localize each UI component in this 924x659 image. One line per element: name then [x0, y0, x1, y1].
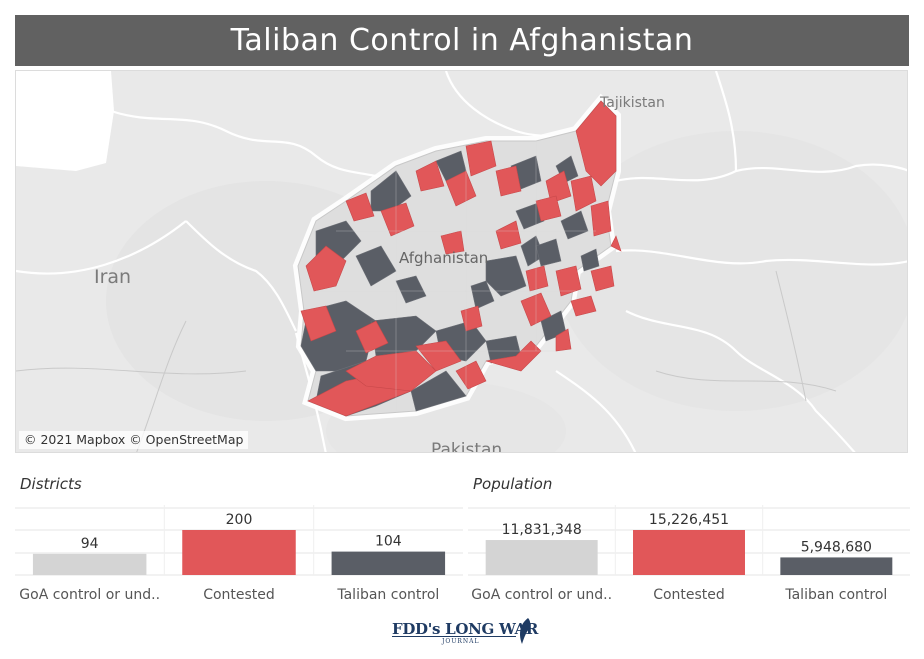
population-category-label: Taliban control: [784, 587, 887, 603]
districts-title: Districts: [20, 475, 82, 493]
districts-chart: 94 GoA control or und.. 200 Contested 104 Tal…: [15, 505, 463, 603]
country-borders: [16, 71, 907, 452]
population-value-label: 5,948,680: [801, 539, 872, 555]
population-bar[interactable]: [780, 557, 893, 575]
districts-category-label: Contested: [203, 587, 275, 603]
label-pakistan: Pakistan: [431, 440, 503, 453]
map[interactable]: Iran Afghanistan Tajikistan Pakistan © 2…: [15, 70, 908, 453]
districts-category-label: Taliban control: [336, 587, 439, 603]
page-title: Taliban Control in Afghanistan: [15, 15, 909, 66]
label-afghanistan: Afghanistan: [399, 249, 489, 267]
districts-value-label: 94: [81, 536, 99, 552]
population-value-label: 11,831,348: [502, 522, 582, 538]
population-category-label: GoA control or und..: [471, 587, 612, 603]
districts-value-label: 104: [375, 534, 402, 550]
population-title: Population: [473, 475, 553, 493]
map-canvas: [16, 71, 907, 452]
label-iran: Iran: [94, 266, 132, 288]
districts-category-label: GoA control or und..: [19, 587, 160, 603]
districts-bar[interactable]: [182, 530, 296, 575]
fdd-long-war-journal-logo: FDD's LONG WAR JOURNAL: [392, 614, 538, 646]
population-value-label: 15,226,451: [649, 512, 729, 528]
districts-value-label: 200: [226, 512, 253, 528]
logo-text: FDD's LONG WAR: [392, 620, 539, 638]
feather-icon: [520, 618, 531, 644]
population-bar[interactable]: [633, 530, 745, 575]
population-bar[interactable]: [485, 540, 598, 575]
districts-bar[interactable]: [331, 551, 446, 575]
districts-bar[interactable]: [32, 553, 147, 575]
logo-subtext: JOURNAL: [442, 638, 480, 645]
logo-rule: [392, 636, 516, 637]
population-category-label: Contested: [653, 587, 725, 603]
contested-districts: [300, 100, 622, 417]
population-chart: 11,831,348 GoA control or und.. 15,226,451…: [468, 505, 910, 603]
water-area: [16, 71, 114, 171]
label-tajikistan: Tajikistan: [600, 95, 665, 111]
map-attribution[interactable]: © 2021 Mapbox © OpenStreetMap: [19, 431, 249, 449]
